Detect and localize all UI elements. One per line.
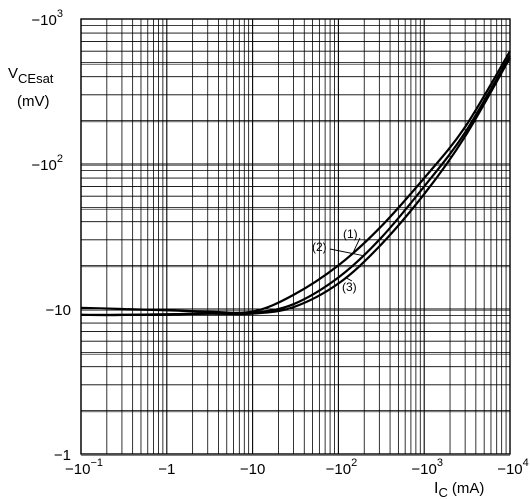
x-tick-label: −104 — [497, 457, 529, 478]
y-tick-label: −1 — [54, 447, 71, 464]
series-label: (3) — [342, 280, 357, 294]
curves: (1) (2) (3) — [80, 50, 511, 317]
y-tick-label: −102 — [31, 153, 63, 174]
y-tick-label: −10 — [46, 302, 71, 319]
x-axis-title-sub: C — [438, 485, 447, 499]
x-tick-label: −10 — [240, 461, 265, 478]
series-line-3 — [80, 57, 511, 317]
series-label: (1) — [343, 227, 358, 241]
series-label-leader — [329, 248, 363, 256]
x-tick-label: −1 — [158, 461, 175, 478]
x-axis-title-main: I — [434, 480, 438, 497]
x-axis-title-unit: (mA) — [452, 480, 485, 497]
x-tick-label: −102 — [326, 457, 358, 478]
series-line-1 — [80, 50, 511, 314]
series-label-leader — [344, 276, 353, 282]
y-axis-unit: (mV) — [17, 93, 50, 110]
tick-labels: −10−1 −1 −10 −102 −103 −104−1−10−102−103 — [31, 8, 528, 478]
plot-frame — [80, 18, 511, 455]
y-axis-title: VCEsat — [8, 65, 54, 86]
grid — [80, 19, 510, 456]
x-tick-label: −10−1 — [65, 457, 103, 478]
x-axis-title: IC (mA) — [434, 480, 484, 499]
y-tick-label: −103 — [31, 8, 63, 29]
y-axis-title-main: V — [8, 65, 18, 82]
x-tick-label: −103 — [411, 457, 443, 478]
series-label-leader — [353, 237, 361, 252]
series-label: (2) — [312, 240, 327, 254]
y-axis-title-sub: CEsat — [18, 71, 54, 86]
